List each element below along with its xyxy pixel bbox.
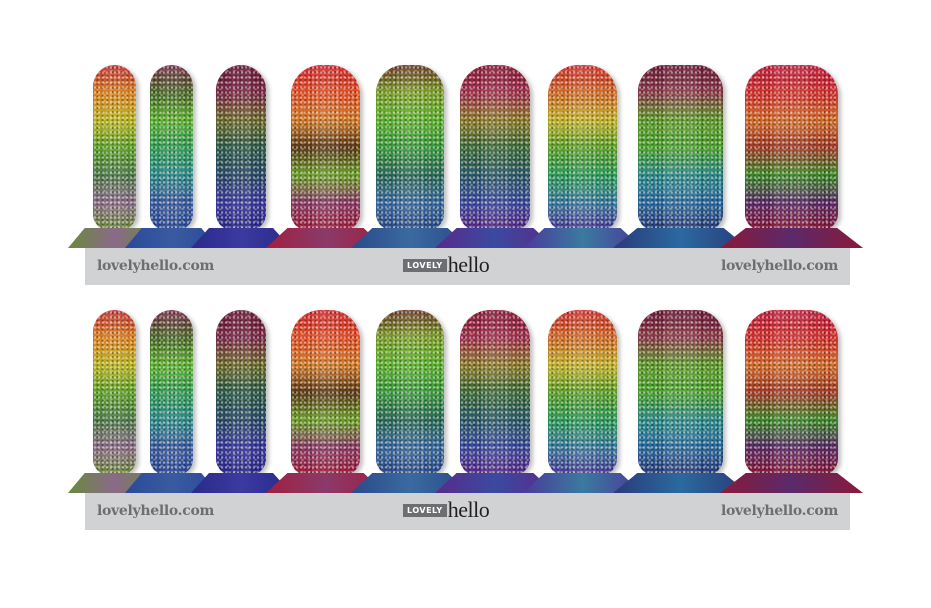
nail-wrap-tab [720,473,863,493]
nail-wrap-tab [613,228,748,248]
nail-wrap [460,310,530,475]
nail-wrap [93,310,136,475]
nail-wrap [745,310,838,475]
nail-wrap-tab [435,473,555,493]
nail-wrap [638,65,723,230]
nail-wrap [745,65,838,230]
nail-wrap-tab [351,228,469,248]
nail-wrap [376,310,444,475]
nail-wrap-tab [613,473,748,493]
nail-wrap-sheet: lovelyhello.com LOVELY hello lovelyhello… [0,0,931,285]
nail-wrap [376,65,444,230]
brand-logo: LOVELY hello [403,252,490,277]
nail-wrap-tab [125,228,218,248]
nail-wrap [150,310,193,475]
logo-box: LOVELY [403,503,447,517]
nail-wrap [291,310,360,475]
nail-wrap-tab [351,473,469,493]
nail-wrap-tab [125,473,218,493]
logo-box: LOVELY [403,258,447,272]
nail-wrap-tab [191,473,291,493]
nail-wrap-tab [720,228,863,248]
backing-strip: lovelyhello.com LOVELY hello lovelyhello… [85,248,850,285]
nail-wrap [93,65,136,230]
nail-wrap-tab [435,228,555,248]
logo-word: hello [447,497,490,522]
nail-wrap [548,310,617,475]
nail-wrap-tab [523,228,642,248]
nail-wrap-tab [266,228,385,248]
website-label-left: lovelyhello.com [97,258,215,274]
nail-wrap-tab [523,473,642,493]
nail-wrap [291,65,360,230]
nail-wrap [216,65,266,230]
nail-wrap-tab [191,228,291,248]
brand-logo: LOVELY hello [403,497,490,522]
logo-word: hello [447,252,490,277]
nail-wrap [216,310,266,475]
nail-wrap-sheet: lovelyhello.com LOVELY hello lovelyhello… [0,245,931,530]
backing-strip: lovelyhello.com LOVELY hello lovelyhello… [85,493,850,530]
website-label-left: lovelyhello.com [97,503,215,519]
nail-wrap [548,65,617,230]
website-label-right: lovelyhello.com [720,258,838,274]
nail-wrap [460,65,530,230]
nail-wrap [150,65,193,230]
nail-wrap-tab [266,473,385,493]
nail-wrap [638,310,723,475]
website-label-right: lovelyhello.com [720,503,838,519]
